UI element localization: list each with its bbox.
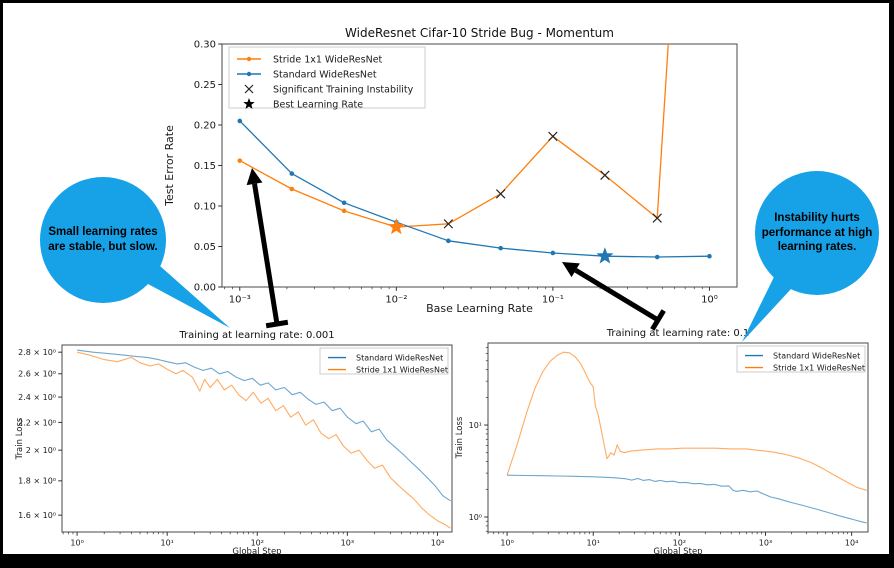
x-tick-label: 10² (251, 538, 264, 547)
legend-label: Stride 1x1 WideResNet (773, 363, 865, 372)
arrow-head (562, 262, 580, 278)
data-point (289, 171, 295, 176)
series-standard-wideresnet (239, 120, 710, 258)
x-tick-label: 10⁻² (385, 295, 407, 306)
chart-title: Training at learning rate: 0.1 (606, 328, 750, 339)
x-tick-label: 10² (673, 538, 686, 547)
bubble-tails (148, 266, 791, 342)
legend-box (228, 46, 426, 109)
y-tick-label: 0.05 (194, 242, 216, 253)
series-stride-1x1-wideresnet (506, 351, 867, 491)
legend-label: Standard WideResNet (773, 351, 860, 360)
series-standard-wideresnet (77, 349, 451, 502)
arrow-shaft (252, 183, 280, 325)
x-tick-label: 10⁴ (431, 538, 444, 547)
x-tick-label: 10⁻¹ (542, 295, 564, 306)
y-tick-label: 2 × 10⁰ (26, 446, 56, 455)
best-lr-star-marker (387, 218, 405, 235)
y-tick-label: 0.10 (194, 202, 216, 213)
train-loss-lr-01-chart: 10⁰ 10¹ 10² 10³ 10⁴ 10⁰ 10¹ Training at learnin… (455, 328, 869, 557)
y-tick-label: 0.15 (194, 161, 216, 172)
x-tick-label: 10¹ (160, 538, 173, 547)
speech-bubble-tail (742, 277, 791, 342)
legend-label: Standard WideResNet (273, 69, 377, 80)
arrow-head (246, 168, 263, 186)
y-tick-label: 10¹ (469, 421, 482, 430)
best-lr-star-marker (596, 247, 614, 264)
speech-bubble-right-text: Instability hurts performance at high le… (762, 211, 873, 256)
data-point (237, 118, 243, 124)
y-tick-label: 2.4 × 10⁰ (18, 393, 56, 402)
bubble-text-line: are stable, but slow. (48, 241, 158, 253)
series-stride-1x1-wideresnet (239, 44, 669, 228)
legend-label: Significant Training Instability (273, 84, 414, 95)
data-point (237, 158, 243, 163)
y-axis-label: Train Loss (455, 416, 465, 459)
legend-label: Stride 1x1 WideResNet (273, 54, 383, 65)
series-stride-1x1-wideresnet (76, 351, 451, 529)
bubble-text-line: Instability hurts (774, 211, 860, 224)
y-tick-label: 2.8 × 10⁰ (18, 348, 56, 357)
x-tick-label: 10⁰ (500, 538, 513, 547)
x-tick-label: 10⁰ (70, 538, 83, 547)
data-point (341, 208, 347, 214)
speech-bubble-tail (148, 266, 230, 328)
y-tick-label: 2.6 × 10⁰ (18, 370, 56, 379)
data-point (550, 250, 556, 256)
data-point (446, 238, 451, 244)
legend-label: Best Learning Rate (273, 99, 363, 110)
chart-title: Training at learning rate: 0.001 (178, 330, 334, 341)
axes-frame (487, 342, 869, 533)
y-tick-label: 0.20 (194, 121, 216, 132)
x-tick-label: 10³ (341, 538, 354, 547)
speech-bubble-left: Small learning rates are stable, but slo… (40, 177, 166, 303)
x-tick-label: 10¹ (587, 538, 600, 547)
y-axis-label: Train Loss (15, 417, 25, 460)
data-point (289, 186, 295, 192)
arrow-tee (265, 319, 289, 329)
y-tick-label: 0.00 (194, 283, 216, 294)
lr-sweep-chart: 10⁻³ 10⁻² 10⁻¹ 10⁰ 0.00 0.05 0.10 0.15 0.20 0.25 0… (163, 26, 738, 315)
bubble-text-line: learning rates. (777, 241, 857, 254)
bubble-text-line: Small learning rates (48, 226, 158, 239)
annotation-arrows (246, 168, 666, 331)
data-point (707, 253, 712, 259)
x-tick-label: 10⁰ (701, 295, 718, 306)
arrow-tee (650, 309, 666, 331)
data-point (498, 245, 503, 251)
x-tick-label: 10⁴ (845, 538, 858, 547)
legend-label: Stride 1x1 WideResNet (356, 365, 448, 374)
speech-bubble-right: Instability hurts performance at high le… (755, 171, 879, 295)
speech-bubble-left-text: Small learning rates are stable, but slo… (48, 225, 158, 255)
legend-label: Standard WideResNet (356, 353, 443, 362)
x-axis-label: Base Learning Rate (426, 302, 533, 315)
y-axis-label: Test Error Rate (163, 125, 176, 207)
chart-title: WideResnet Cifar-10 Stride Bug - Momentu… (345, 26, 614, 40)
train-loss-lr-0001-chart: 10⁰ 10¹ 10² 10³ 10⁴ 2.8 × 10⁰ 2.6 × 10⁰ 2.4 × 1… (15, 330, 453, 557)
series-standard-wideresnet (507, 474, 867, 524)
data-point (341, 200, 347, 206)
x-tick-label: 10³ (759, 538, 772, 547)
y-tick-label: 10⁰ (469, 513, 482, 522)
y-tick-label: 2.2 × 10⁰ (18, 418, 56, 427)
y-tick-label: 1.8 × 10⁰ (18, 477, 56, 486)
y-tick-label: 1.6 × 10⁰ (18, 511, 56, 520)
arrow-shaft (574, 268, 660, 323)
data-point (654, 254, 660, 260)
x-axis-label: Global Step (232, 547, 281, 557)
y-tick-label: 0.25 (194, 80, 216, 91)
y-tick-label: 0.30 (194, 40, 216, 51)
x-tick-label: 10⁻³ (229, 295, 251, 306)
x-axis-label: Global Step (653, 547, 702, 557)
bubble-text-line: performance at high (761, 226, 873, 239)
